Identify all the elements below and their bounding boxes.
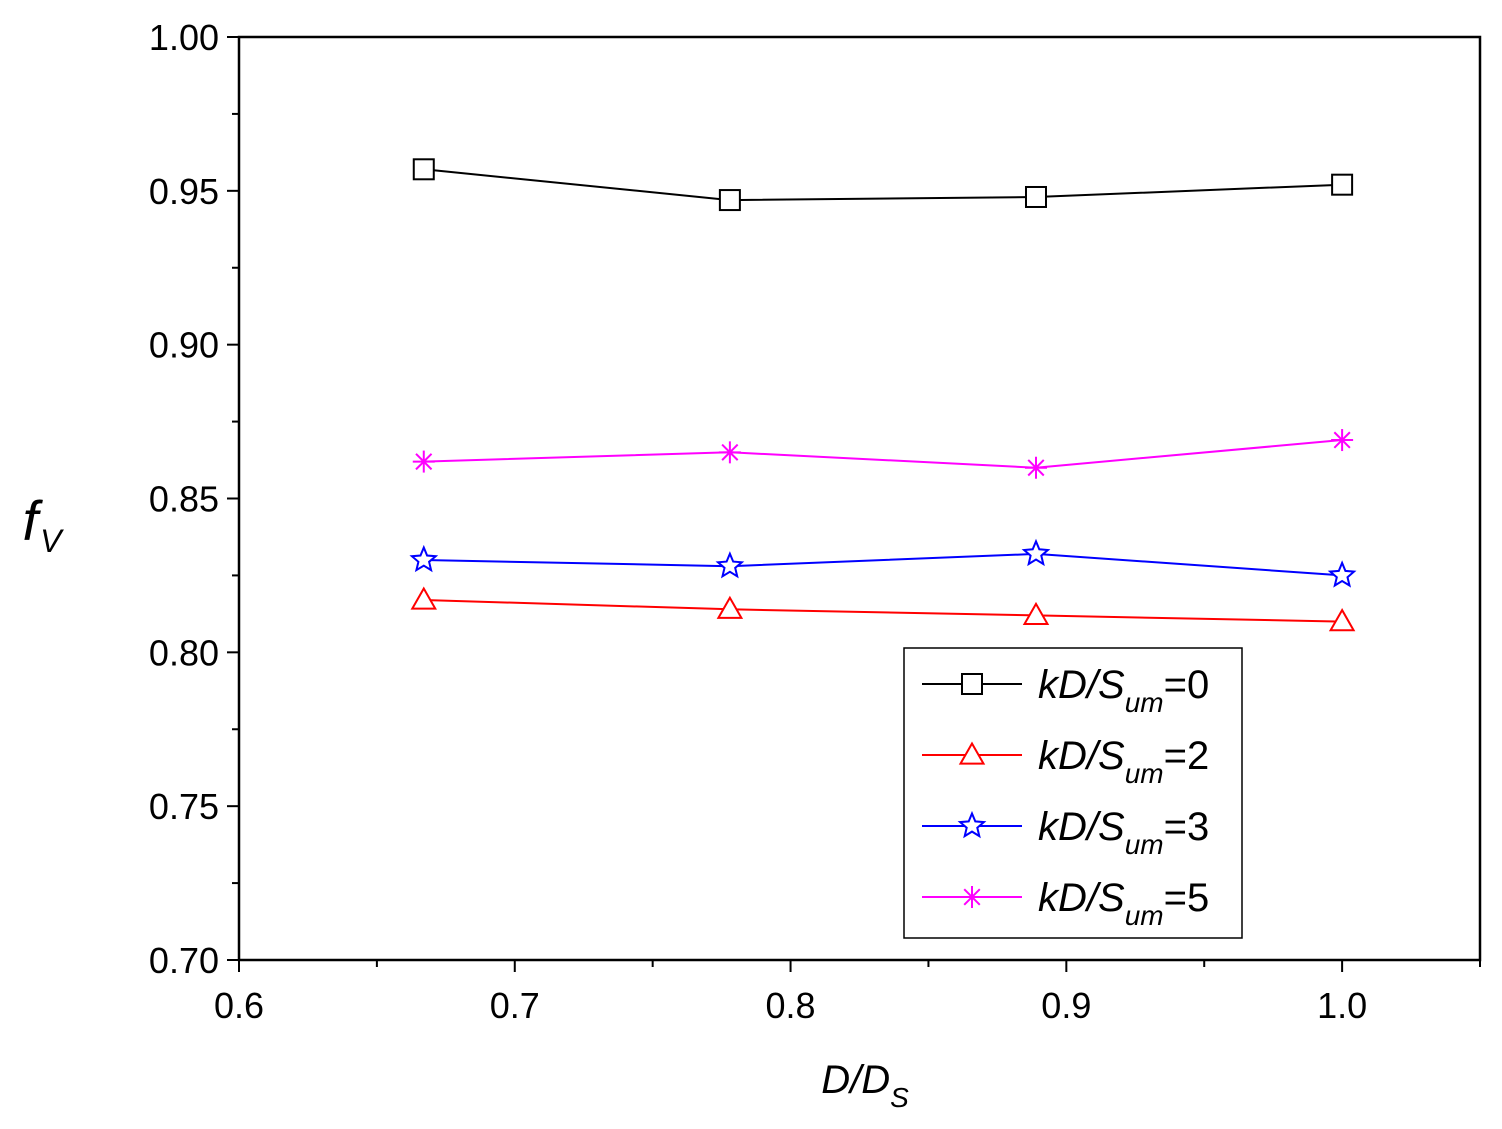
data-point bbox=[410, 586, 437, 610]
y-tick-label: 0.70 bbox=[149, 940, 219, 981]
y-tick-label: 1.00 bbox=[149, 17, 219, 58]
data-point bbox=[412, 158, 435, 181]
legend-marker bbox=[958, 741, 986, 765]
data-point bbox=[412, 450, 435, 473]
asterisk-stroke bbox=[1027, 459, 1045, 477]
x-tick-label: 1.0 bbox=[1317, 985, 1367, 1026]
legend-label: kD/Sum=3 bbox=[1038, 805, 1209, 860]
y-axis-title: fV bbox=[23, 489, 65, 559]
legend-label: kD/Sum=0 bbox=[1038, 663, 1209, 718]
asterisk-stroke bbox=[721, 443, 739, 461]
asterisk-stroke bbox=[1333, 431, 1351, 449]
legend-label: kD/Sum=5 bbox=[1038, 876, 1209, 931]
data-point bbox=[1022, 601, 1050, 626]
series-1 bbox=[410, 586, 1356, 632]
axes: 0.6 0.7 0.8 0.9 1.0 0.70 0.75 0.80 0.85 0.90 0.95 1… bbox=[149, 17, 1482, 1026]
x-tick-label: 0.7 bbox=[490, 985, 540, 1026]
asterisk-stroke bbox=[415, 453, 433, 471]
x-tick-label: 0.6 bbox=[214, 985, 264, 1026]
legend-marker bbox=[957, 810, 987, 839]
data-point bbox=[1331, 429, 1354, 452]
y-tick-label: 0.95 bbox=[149, 171, 219, 212]
series-0 bbox=[412, 158, 1354, 212]
data-point bbox=[1331, 173, 1354, 196]
data-point bbox=[1024, 185, 1047, 208]
legend-marker bbox=[961, 886, 983, 908]
y-tick-label: 0.80 bbox=[149, 632, 219, 673]
data-point bbox=[1021, 538, 1051, 567]
data-point bbox=[1327, 560, 1357, 588]
legend-item: kD/Sum=0 bbox=[922, 663, 1209, 718]
data-point bbox=[1328, 608, 1356, 632]
series-line bbox=[423, 552, 1343, 577]
legend-item: kD/Sum=3 bbox=[922, 805, 1209, 860]
x-axis-title: D/DS bbox=[821, 1058, 909, 1113]
data-point bbox=[715, 551, 745, 579]
series-line bbox=[423, 168, 1343, 202]
legend-label: kD/Sum=2 bbox=[1038, 734, 1209, 789]
series-line bbox=[423, 439, 1343, 469]
data-point bbox=[1024, 456, 1047, 479]
legend: kD/Sum=0 kD/Sum=2 kD/Sum=3 kD/Sum=5 bbox=[903, 647, 1243, 939]
legend-item: kD/Sum=2 bbox=[922, 734, 1209, 789]
y-tick-label: 0.85 bbox=[149, 479, 219, 520]
series-2 bbox=[409, 538, 1357, 588]
x-tick-label: 0.8 bbox=[766, 985, 816, 1026]
y-tick-label: 0.75 bbox=[149, 786, 219, 827]
legend-box bbox=[903, 647, 1243, 939]
series-layer bbox=[409, 158, 1357, 632]
series-line bbox=[423, 599, 1343, 623]
y-axis-title-group: fV bbox=[23, 489, 65, 559]
legend-item: kD/Sum=5 bbox=[922, 876, 1209, 931]
x-tick-label: 0.9 bbox=[1041, 985, 1091, 1026]
asterisk-stroke bbox=[963, 888, 981, 906]
data-point bbox=[716, 595, 744, 619]
y-tick-label: 0.90 bbox=[149, 325, 219, 366]
series-3 bbox=[412, 429, 1354, 479]
data-point bbox=[718, 189, 741, 212]
data-point bbox=[409, 544, 439, 573]
data-point bbox=[718, 441, 741, 464]
legend-marker bbox=[961, 673, 983, 695]
